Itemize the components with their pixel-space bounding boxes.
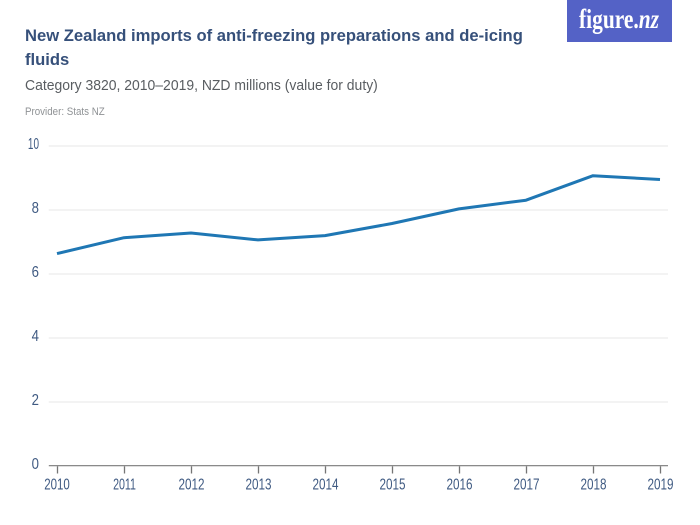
- svg-text:2019: 2019: [648, 476, 674, 493]
- svg-text:2011: 2011: [113, 475, 136, 492]
- svg-text:2012: 2012: [179, 476, 205, 493]
- svg-text:2015: 2015: [380, 476, 406, 493]
- svg-text:2010: 2010: [44, 476, 70, 493]
- svg-text:2: 2: [32, 392, 39, 409]
- svg-text:6: 6: [32, 264, 39, 281]
- svg-text:0: 0: [32, 456, 39, 473]
- svg-text:4: 4: [32, 328, 39, 345]
- svg-text:2013: 2013: [246, 476, 272, 493]
- svg-text:10: 10: [28, 135, 39, 153]
- svg-text:2016: 2016: [447, 476, 473, 493]
- svg-text:2014: 2014: [313, 476, 339, 493]
- svg-text:8: 8: [32, 200, 39, 217]
- svg-text:2017: 2017: [514, 476, 540, 493]
- svg-text:2018: 2018: [581, 476, 607, 493]
